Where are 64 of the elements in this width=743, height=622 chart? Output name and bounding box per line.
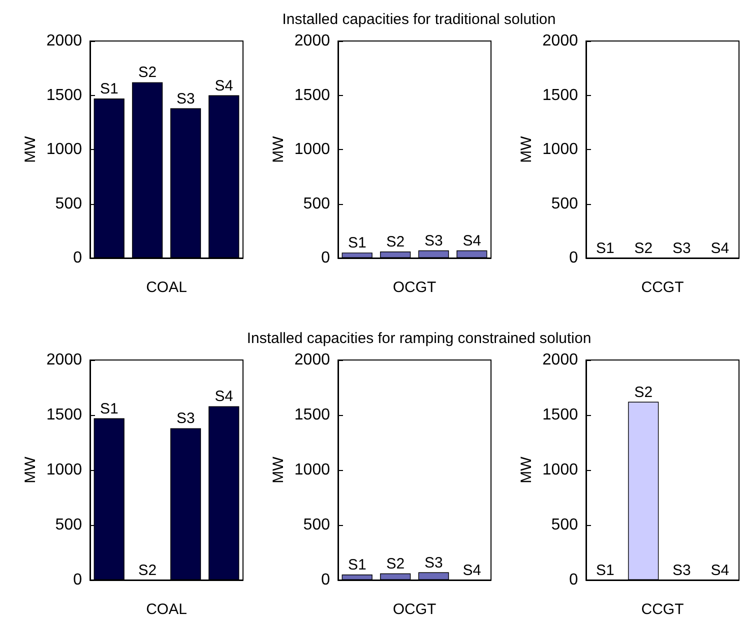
y-tick-label: 2000	[46, 352, 82, 368]
y-tick-label: 2000	[294, 352, 330, 368]
category-label: S1	[348, 234, 366, 252]
y-tick-label: 0	[321, 250, 330, 266]
x-axis-title: COAL	[146, 279, 187, 296]
category-label: S4	[710, 240, 730, 257]
y-tick-label: 500	[303, 195, 330, 212]
y-tick-label: 0	[569, 572, 578, 588]
category-label: S3	[672, 240, 691, 257]
category-label: S3	[176, 90, 195, 108]
x-axis-title: OCGT	[392, 279, 436, 296]
category-label: S4	[214, 77, 234, 94]
y-tick-label: 1500	[46, 406, 82, 424]
category-label: S1	[596, 562, 614, 579]
y-tick-label: 0	[321, 572, 330, 588]
y-axis-title: MW	[22, 135, 39, 163]
category-label: S2	[138, 64, 157, 82]
category-label: S4	[462, 232, 482, 250]
x-axis-title: COAL	[146, 601, 187, 618]
y-axis-title: MW	[22, 456, 39, 484]
y-tick-label: 2000	[542, 352, 578, 368]
y-tick-label: 1000	[46, 462, 82, 478]
y-axis-title: MW	[518, 135, 535, 163]
category-label: S2	[634, 384, 653, 401]
y-tick-label: 1500	[294, 406, 330, 424]
y-tick-label: 1000	[542, 141, 578, 158]
y-tick-label: 1500	[542, 86, 578, 104]
y-tick-label: 1500	[294, 86, 330, 104]
category-label: S3	[672, 562, 691, 579]
y-axis-title: MW	[270, 135, 287, 163]
category-label: S1	[348, 556, 366, 574]
y-tick-label: 500	[551, 516, 578, 534]
category-label: S1	[596, 240, 614, 257]
category-label: S3	[424, 232, 443, 250]
y-axis-title: MW	[270, 456, 287, 484]
y-tick-label: 1000	[294, 462, 330, 478]
y-tick-label: 0	[73, 572, 82, 588]
category-label: S2	[386, 555, 405, 572]
y-tick-label: 500	[55, 195, 82, 212]
y-tick-label: 2000	[294, 32, 330, 50]
category-label: S2	[634, 240, 653, 257]
y-tick-label: 500	[55, 516, 82, 534]
category-label: S2	[386, 233, 405, 250]
y-tick-label: 1500	[542, 406, 578, 424]
category-label: S3	[424, 554, 443, 572]
y-tick-label: 500	[303, 516, 330, 534]
y-axis-title: MW	[518, 456, 535, 484]
category-label: S4	[462, 562, 482, 579]
chart-title: Installed capacities for traditional solution	[282, 11, 556, 28]
y-tick-label: 2000	[46, 32, 82, 50]
category-label: S4	[710, 562, 730, 579]
y-tick-label: 0	[569, 250, 578, 266]
y-tick-label: 1000	[46, 141, 82, 158]
y-tick-label: 1000	[542, 462, 578, 478]
y-tick-label: 500	[551, 195, 578, 212]
x-axis-title: CCGT	[641, 279, 684, 296]
y-tick-label: 1000	[294, 141, 330, 158]
x-axis-title: CCGT	[641, 601, 684, 618]
x-axis-title: OCGT	[392, 601, 436, 618]
y-tick-label: 1500	[46, 86, 82, 104]
y-tick-label: 0	[73, 250, 82, 266]
y-tick-label: 2000	[542, 32, 578, 50]
category-label: S1	[100, 80, 118, 98]
chart-title: Installed capacities for ramping constrained solution	[246, 330, 592, 347]
